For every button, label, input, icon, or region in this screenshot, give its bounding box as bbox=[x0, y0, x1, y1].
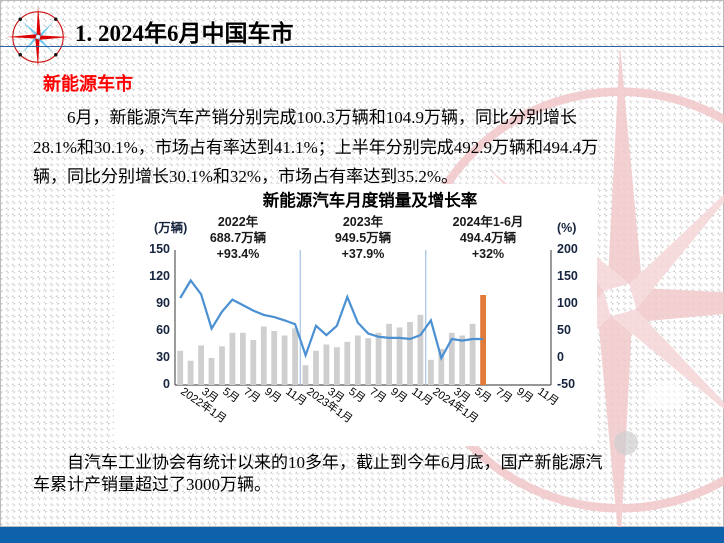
svg-text:-50: -50 bbox=[557, 377, 575, 391]
svg-text:+93.4%: +93.4% bbox=[217, 247, 260, 261]
svg-text:+32%: +32% bbox=[472, 247, 504, 261]
svg-text:(万辆): (万辆) bbox=[154, 220, 187, 235]
svg-text:9月: 9月 bbox=[262, 386, 283, 406]
svg-text:7月: 7月 bbox=[493, 386, 514, 406]
svg-text:5月: 5月 bbox=[472, 386, 493, 406]
svg-text:100: 100 bbox=[557, 296, 578, 310]
svg-text:(%): (%) bbox=[557, 221, 576, 235]
svg-text:150: 150 bbox=[149, 242, 170, 256]
svg-text:11月: 11月 bbox=[283, 386, 308, 409]
svg-text:494.4万辆: 494.4万辆 bbox=[460, 230, 517, 245]
svg-text:9月: 9月 bbox=[514, 386, 535, 406]
svg-text:60: 60 bbox=[156, 323, 170, 337]
svg-text:150: 150 bbox=[557, 269, 578, 283]
svg-text:9月: 9月 bbox=[388, 386, 409, 406]
svg-text:+37.9%: +37.9% bbox=[342, 247, 385, 261]
svg-text:2023年: 2023年 bbox=[343, 214, 384, 229]
svg-text:50: 50 bbox=[557, 323, 571, 337]
svg-text:0: 0 bbox=[163, 377, 170, 391]
svg-text:0: 0 bbox=[557, 350, 564, 364]
svg-text:7月: 7月 bbox=[241, 386, 262, 406]
svg-text:新能源汽车月度销量及增长率: 新能源汽车月度销量及增长率 bbox=[263, 190, 478, 210]
svg-text:2022年: 2022年 bbox=[218, 214, 259, 229]
svg-text:5月: 5月 bbox=[346, 386, 367, 406]
svg-text:949.5万辆: 949.5万辆 bbox=[335, 230, 392, 245]
svg-text:7月: 7月 bbox=[367, 386, 388, 406]
svg-text:200: 200 bbox=[557, 242, 578, 256]
svg-text:120: 120 bbox=[149, 269, 170, 283]
svg-text:30: 30 bbox=[156, 350, 170, 364]
svg-text:688.7万辆: 688.7万辆 bbox=[210, 230, 267, 245]
svg-text:5月: 5月 bbox=[220, 386, 241, 406]
svg-text:2024年1-6月: 2024年1-6月 bbox=[453, 214, 524, 229]
svg-text:90: 90 bbox=[156, 296, 170, 310]
svg-text:11月: 11月 bbox=[409, 386, 434, 409]
